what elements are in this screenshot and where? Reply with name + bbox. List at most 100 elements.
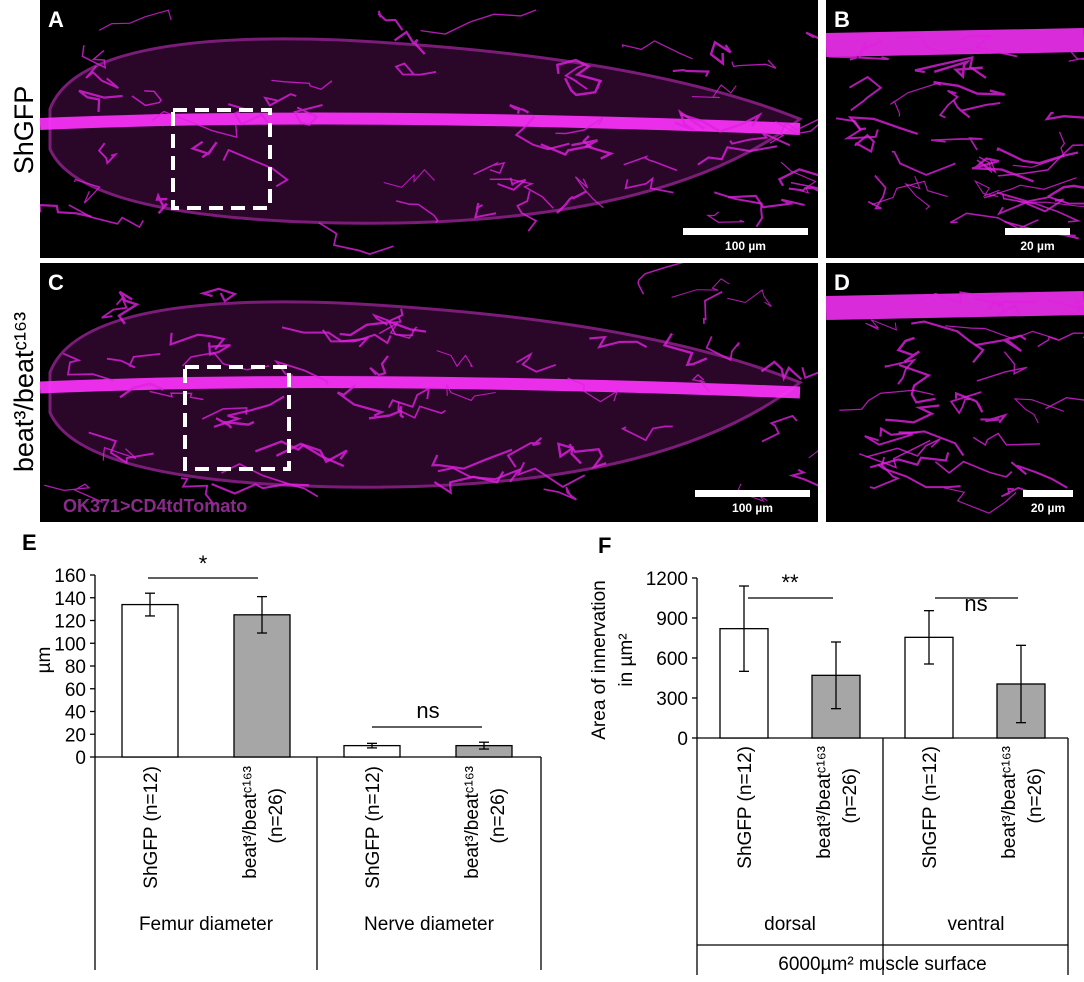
neuron-branch	[865, 438, 941, 458]
neuron-branch	[954, 391, 984, 413]
neuron-branch	[914, 56, 987, 79]
neuron-branch	[207, 342, 231, 357]
neuron-branch	[945, 325, 1058, 340]
micrograph: 20 µm B	[826, 0, 1084, 258]
neuron-branch	[919, 291, 999, 305]
neuron-branch	[396, 200, 439, 224]
neuron-branch	[679, 112, 763, 133]
neuron-branch	[151, 110, 238, 139]
neuron-branch	[839, 389, 934, 411]
neuron-branch	[624, 176, 674, 194]
zoom-box	[171, 108, 272, 210]
micrograph-content	[826, 0, 1084, 258]
x-tick-label: ShGFP (n=12)	[141, 766, 162, 889]
y-tick-label: 0	[75, 748, 86, 769]
neuron-branch	[727, 289, 772, 308]
neuron-branch	[1048, 299, 1084, 309]
y-tick-label: 160	[54, 566, 86, 587]
neuron-branch	[620, 425, 673, 442]
neuron-branch	[691, 373, 710, 393]
scale-bar	[695, 490, 810, 497]
row-label: beat³/beatᶜ¹⁶³	[9, 312, 39, 472]
neuron-branch	[568, 443, 607, 470]
neuron-branch	[430, 448, 513, 470]
neuron-branch	[865, 319, 897, 331]
neuron-branch	[98, 9, 172, 31]
neuron-branch	[516, 190, 538, 232]
neuron-branch	[709, 40, 732, 67]
panel-label: D	[834, 270, 850, 295]
neuron-branch	[556, 190, 587, 214]
neuron-branch	[101, 296, 128, 319]
neuron-branch	[729, 132, 791, 147]
neuron-branch	[221, 463, 319, 498]
neuron-branch	[728, 194, 805, 209]
neuron-branch	[637, 263, 684, 295]
leg-outline	[48, 37, 803, 225]
neuron-branch	[761, 414, 798, 443]
neuron-branch	[68, 204, 144, 229]
neuron-branch	[960, 34, 1018, 58]
neuron-branch	[571, 139, 615, 160]
neuron-branch	[671, 278, 730, 298]
neuron-branch	[589, 335, 648, 349]
y-tick-label: 100	[54, 634, 86, 655]
neuron-branch	[1002, 193, 1082, 223]
neuron-branch	[106, 352, 161, 369]
row-label: ShGFP	[9, 86, 39, 175]
significance-label: **	[781, 570, 799, 595]
x-tick-label: (n=26)	[488, 788, 509, 843]
neuron-branch	[980, 413, 1008, 424]
neuron-branch	[40, 204, 92, 218]
nerve	[40, 112, 801, 135]
neuron-branch	[777, 168, 818, 187]
scale-bar-label: 100 µm	[725, 239, 766, 253]
neuron-branch	[1047, 177, 1084, 198]
group-label: Femur diameter	[139, 914, 274, 935]
leg-outline	[48, 300, 803, 489]
x-tick-label: (n=26)	[266, 788, 287, 843]
neuron-branch	[805, 31, 818, 40]
neuron-branch	[864, 431, 918, 446]
scale-bar-label: 20 µm	[1020, 239, 1054, 253]
neuron-branch	[339, 320, 427, 337]
neuron-branch	[890, 81, 941, 117]
neuron-branch	[891, 150, 956, 176]
panel-label: A	[48, 7, 64, 32]
neuron-branch	[869, 452, 950, 469]
neuron-branch	[377, 10, 404, 31]
neuron-branch	[117, 290, 140, 325]
nerve	[40, 376, 801, 399]
neuron-branch	[867, 174, 887, 210]
bar-chart: F Area of innervation in µm² 0 300 600 900 1200…	[589, 533, 1069, 975]
neuron-branch	[555, 116, 604, 135]
neuron-branch	[1000, 486, 1035, 498]
neuron-branch	[393, 30, 426, 55]
neuron-branch	[506, 437, 543, 468]
neuron-branch	[318, 221, 394, 256]
neuron-branch	[933, 59, 983, 80]
micrograph-content	[40, 263, 818, 522]
neuron-branch	[1037, 332, 1084, 348]
neuron-branch	[543, 486, 577, 501]
neuron-branch	[274, 359, 329, 385]
significance-label: ns	[964, 591, 987, 616]
neuron-branch	[885, 404, 940, 424]
y-tick-label: 300	[656, 689, 688, 710]
micrograph: 100 µm A	[40, 0, 818, 258]
error-bar	[479, 741, 489, 750]
bar	[233, 614, 291, 758]
neuron-branch	[974, 297, 1021, 316]
neuron-branch	[564, 63, 588, 90]
neuron-branch	[281, 326, 370, 348]
neuron-branch	[85, 65, 119, 89]
neuron-branch	[564, 77, 602, 97]
neuron-branch	[516, 461, 586, 489]
y-axis-label: in µm²	[616, 633, 637, 686]
neuron-branch	[1066, 46, 1084, 62]
neuron-branch	[383, 169, 435, 188]
neuron-branch	[368, 405, 405, 420]
y-tick-label: 140	[54, 589, 86, 610]
neuron-branch	[877, 463, 961, 489]
